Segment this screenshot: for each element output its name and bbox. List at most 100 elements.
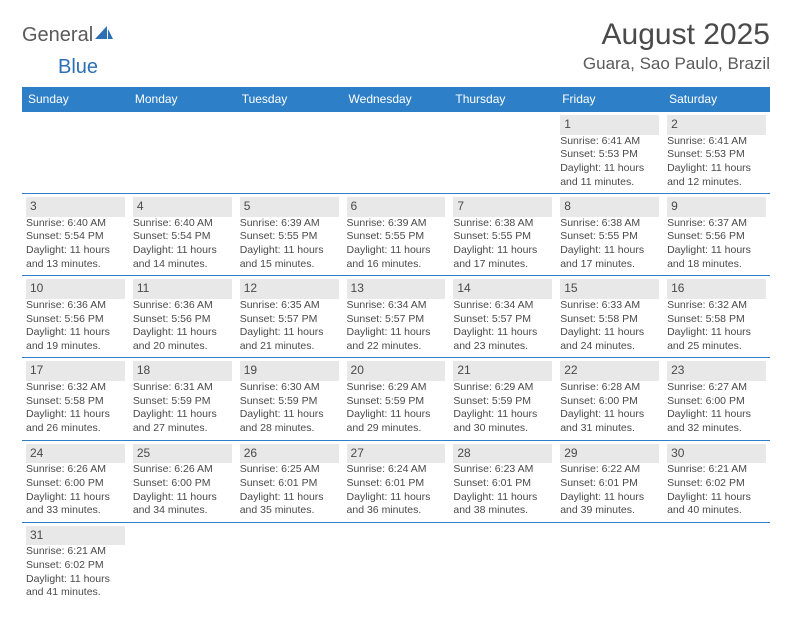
day-header: Friday — [556, 87, 663, 112]
sunset-text: Sunset: 5:59 PM — [133, 395, 232, 409]
day-info: Sunrise: 6:35 AMSunset: 5:57 PMDaylight:… — [240, 299, 339, 354]
day-number: 6 — [347, 197, 446, 217]
day-info: Sunrise: 6:27 AMSunset: 6:00 PMDaylight:… — [667, 381, 766, 436]
day-info: Sunrise: 6:25 AMSunset: 6:01 PMDaylight:… — [240, 463, 339, 518]
day-number: 24 — [26, 444, 125, 464]
day-info: Sunrise: 6:29 AMSunset: 5:59 PMDaylight:… — [347, 381, 446, 436]
day-cell — [556, 522, 663, 604]
day-cell: 17Sunrise: 6:32 AMSunset: 5:58 PMDayligh… — [22, 358, 129, 440]
sunrise-text: Sunrise: 6:21 AM — [26, 545, 125, 559]
sunrise-text: Sunrise: 6:21 AM — [667, 463, 766, 477]
daylight-text: Daylight: 11 hours and 32 minutes. — [667, 408, 766, 435]
sunrise-text: Sunrise: 6:26 AM — [133, 463, 232, 477]
day-info: Sunrise: 6:39 AMSunset: 5:55 PMDaylight:… — [347, 217, 446, 272]
day-cell: 12Sunrise: 6:35 AMSunset: 5:57 PMDayligh… — [236, 276, 343, 358]
day-cell: 31Sunrise: 6:21 AMSunset: 6:02 PMDayligh… — [22, 522, 129, 604]
day-number: 21 — [453, 361, 552, 381]
daylight-text: Daylight: 11 hours and 39 minutes. — [560, 491, 659, 518]
day-info: Sunrise: 6:32 AMSunset: 5:58 PMDaylight:… — [26, 381, 125, 436]
day-cell: 29Sunrise: 6:22 AMSunset: 6:01 PMDayligh… — [556, 440, 663, 522]
logo: General — [22, 24, 117, 47]
daylight-text: Daylight: 11 hours and 26 minutes. — [26, 408, 125, 435]
day-info: Sunrise: 6:23 AMSunset: 6:01 PMDaylight:… — [453, 463, 552, 518]
sunrise-text: Sunrise: 6:29 AM — [347, 381, 446, 395]
day-info: Sunrise: 6:40 AMSunset: 5:54 PMDaylight:… — [26, 217, 125, 272]
day-cell — [663, 522, 770, 604]
sunset-text: Sunset: 5:58 PM — [667, 313, 766, 327]
sail-icon — [93, 24, 115, 47]
day-cell: 26Sunrise: 6:25 AMSunset: 6:01 PMDayligh… — [236, 440, 343, 522]
daylight-text: Daylight: 11 hours and 36 minutes. — [347, 491, 446, 518]
daylight-text: Daylight: 11 hours and 35 minutes. — [240, 491, 339, 518]
sunset-text: Sunset: 5:53 PM — [560, 148, 659, 162]
sunset-text: Sunset: 6:01 PM — [453, 477, 552, 491]
daylight-text: Daylight: 11 hours and 20 minutes. — [133, 326, 232, 353]
day-cell — [236, 522, 343, 604]
sunrise-text: Sunrise: 6:23 AM — [453, 463, 552, 477]
daylight-text: Daylight: 11 hours and 38 minutes. — [453, 491, 552, 518]
day-number: 14 — [453, 279, 552, 299]
day-number: 18 — [133, 361, 232, 381]
sunset-text: Sunset: 6:01 PM — [240, 477, 339, 491]
sunset-text: Sunset: 5:57 PM — [240, 313, 339, 327]
daylight-text: Daylight: 11 hours and 25 minutes. — [667, 326, 766, 353]
sunset-text: Sunset: 5:59 PM — [347, 395, 446, 409]
day-info: Sunrise: 6:38 AMSunset: 5:55 PMDaylight:… — [560, 217, 659, 272]
sunset-text: Sunset: 6:00 PM — [26, 477, 125, 491]
day-number: 8 — [560, 197, 659, 217]
sunrise-text: Sunrise: 6:40 AM — [26, 217, 125, 231]
sunrise-text: Sunrise: 6:29 AM — [453, 381, 552, 395]
sunrise-text: Sunrise: 6:39 AM — [240, 217, 339, 231]
day-info: Sunrise: 6:39 AMSunset: 5:55 PMDaylight:… — [240, 217, 339, 272]
daylight-text: Daylight: 11 hours and 41 minutes. — [26, 573, 125, 600]
day-header-row: Sunday Monday Tuesday Wednesday Thursday… — [22, 87, 770, 112]
sunrise-text: Sunrise: 6:25 AM — [240, 463, 339, 477]
day-cell: 25Sunrise: 6:26 AMSunset: 6:00 PMDayligh… — [129, 440, 236, 522]
sunrise-text: Sunrise: 6:30 AM — [240, 381, 339, 395]
sunrise-text: Sunrise: 6:39 AM — [347, 217, 446, 231]
sunset-text: Sunset: 5:57 PM — [453, 313, 552, 327]
day-info: Sunrise: 6:21 AMSunset: 6:02 PMDaylight:… — [667, 463, 766, 518]
sunrise-text: Sunrise: 6:32 AM — [26, 381, 125, 395]
day-cell — [22, 112, 129, 194]
day-info: Sunrise: 6:30 AMSunset: 5:59 PMDaylight:… — [240, 381, 339, 436]
day-cell: 27Sunrise: 6:24 AMSunset: 6:01 PMDayligh… — [343, 440, 450, 522]
sunset-text: Sunset: 5:55 PM — [453, 230, 552, 244]
sunrise-text: Sunrise: 6:33 AM — [560, 299, 659, 313]
daylight-text: Daylight: 11 hours and 33 minutes. — [26, 491, 125, 518]
sunset-text: Sunset: 5:53 PM — [667, 148, 766, 162]
day-cell — [343, 112, 450, 194]
sunrise-text: Sunrise: 6:24 AM — [347, 463, 446, 477]
day-cell: 16Sunrise: 6:32 AMSunset: 5:58 PMDayligh… — [663, 276, 770, 358]
sunset-text: Sunset: 5:58 PM — [560, 313, 659, 327]
sunset-text: Sunset: 6:02 PM — [26, 559, 125, 573]
daylight-text: Daylight: 11 hours and 22 minutes. — [347, 326, 446, 353]
sunset-text: Sunset: 6:02 PM — [667, 477, 766, 491]
location: Guara, Sao Paulo, Brazil — [583, 54, 770, 74]
day-number: 16 — [667, 279, 766, 299]
day-cell — [129, 522, 236, 604]
day-header: Thursday — [449, 87, 556, 112]
day-cell: 22Sunrise: 6:28 AMSunset: 6:00 PMDayligh… — [556, 358, 663, 440]
sunset-text: Sunset: 6:00 PM — [560, 395, 659, 409]
sunset-text: Sunset: 5:55 PM — [560, 230, 659, 244]
sunrise-text: Sunrise: 6:38 AM — [560, 217, 659, 231]
day-number: 26 — [240, 444, 339, 464]
calendar-week: 3Sunrise: 6:40 AMSunset: 5:54 PMDaylight… — [22, 194, 770, 276]
day-cell: 14Sunrise: 6:34 AMSunset: 5:57 PMDayligh… — [449, 276, 556, 358]
day-number: 27 — [347, 444, 446, 464]
sunrise-text: Sunrise: 6:35 AM — [240, 299, 339, 313]
day-number: 22 — [560, 361, 659, 381]
sunrise-text: Sunrise: 6:34 AM — [347, 299, 446, 313]
day-number: 7 — [453, 197, 552, 217]
day-info: Sunrise: 6:36 AMSunset: 5:56 PMDaylight:… — [26, 299, 125, 354]
daylight-text: Daylight: 11 hours and 17 minutes. — [560, 244, 659, 271]
day-number: 23 — [667, 361, 766, 381]
daylight-text: Daylight: 11 hours and 24 minutes. — [560, 326, 659, 353]
day-info: Sunrise: 6:33 AMSunset: 5:58 PMDaylight:… — [560, 299, 659, 354]
day-number: 17 — [26, 361, 125, 381]
day-info: Sunrise: 6:36 AMSunset: 5:56 PMDaylight:… — [133, 299, 232, 354]
sunset-text: Sunset: 5:56 PM — [667, 230, 766, 244]
day-cell — [129, 112, 236, 194]
daylight-text: Daylight: 11 hours and 30 minutes. — [453, 408, 552, 435]
